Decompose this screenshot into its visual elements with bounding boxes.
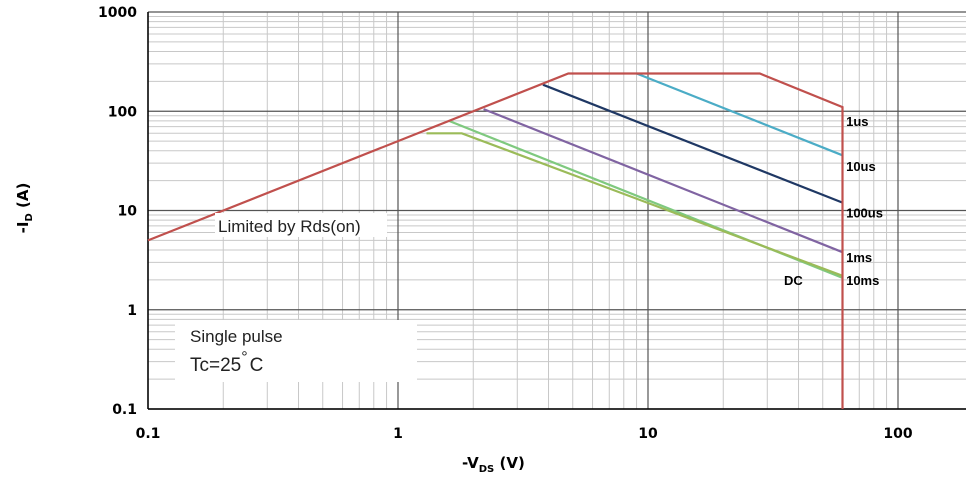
y-tick-label: 1 (127, 303, 137, 319)
series-line-1ms (483, 108, 843, 254)
series-line-10ms (426, 132, 843, 277)
pulse-note: Single pulse (190, 327, 283, 346)
x-axis-title: -VDS (V) (462, 454, 525, 475)
y-tick-label: 0.1 (112, 402, 137, 418)
curve-labels: 1us 10us 100us 1ms 10ms DC (784, 114, 883, 288)
y-tick-label: 1000 (98, 5, 137, 21)
tc-note: Tc=25° C (190, 349, 263, 376)
curve-label-DC: DC (784, 273, 803, 288)
series-line-10us (636, 72, 843, 157)
curve-label-10ms: 10ms (846, 273, 879, 288)
y-axis-title: -ID (A) (14, 183, 35, 234)
x-tick-label: 1 (393, 426, 403, 442)
x-tick-label: 100 (883, 426, 912, 442)
x-tick-label: 10 (638, 426, 658, 442)
curve-label-100us: 100us (846, 206, 883, 221)
y-tick-labels: 0.1 1 10 100 1000 (98, 5, 137, 418)
limited-note-box (215, 213, 387, 237)
y-tick-label: 10 (118, 204, 138, 220)
y-tick-label: 100 (108, 104, 137, 120)
series-line-100us (542, 83, 843, 204)
series-line-1us (147, 72, 844, 409)
curve-label-1ms: 1ms (846, 250, 872, 265)
curve-label-1us: 1us (846, 114, 868, 129)
series-lines (147, 72, 844, 409)
x-tick-label: 0.1 (136, 426, 161, 442)
major-grid (147, 11, 966, 410)
pulse-note-box (175, 320, 417, 382)
x-tick-labels: 0.1 1 10 100 (136, 426, 913, 442)
curve-label-10us: 10us (846, 159, 876, 174)
limited-note: Limited by Rds(on) (218, 217, 361, 236)
